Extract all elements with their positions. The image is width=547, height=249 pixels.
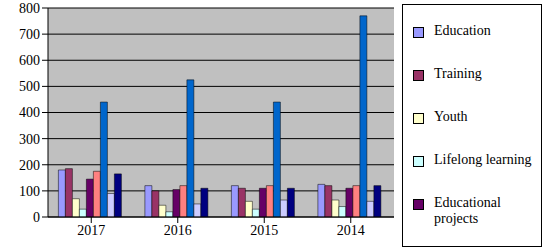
svg-text:100: 100 xyxy=(19,184,40,199)
html-text:Education: Education xyxy=(434,23,491,38)
html-text:Training: Training xyxy=(434,66,482,81)
svg-text:500: 500 xyxy=(19,79,40,94)
svg-text:300: 300 xyxy=(19,132,40,147)
svg-text:0: 0 xyxy=(33,210,40,225)
svg-text:2015: 2015 xyxy=(250,223,278,238)
html-text:Lifelong learning: Lifelong learning xyxy=(434,152,532,167)
svg-text:700: 700 xyxy=(19,27,40,42)
html-text:Youth: Youth xyxy=(434,109,468,124)
svg-text:800: 800 xyxy=(19,1,40,16)
svg-text:400: 400 xyxy=(19,105,40,120)
svg-text:2017: 2017 xyxy=(77,223,105,238)
html-text:Educational projects: Educational projects xyxy=(434,195,501,226)
svg-text:200: 200 xyxy=(19,158,40,173)
svg-text:600: 600 xyxy=(19,53,40,68)
svg-text:2014: 2014 xyxy=(337,223,365,238)
svg-text:2016: 2016 xyxy=(164,223,192,238)
